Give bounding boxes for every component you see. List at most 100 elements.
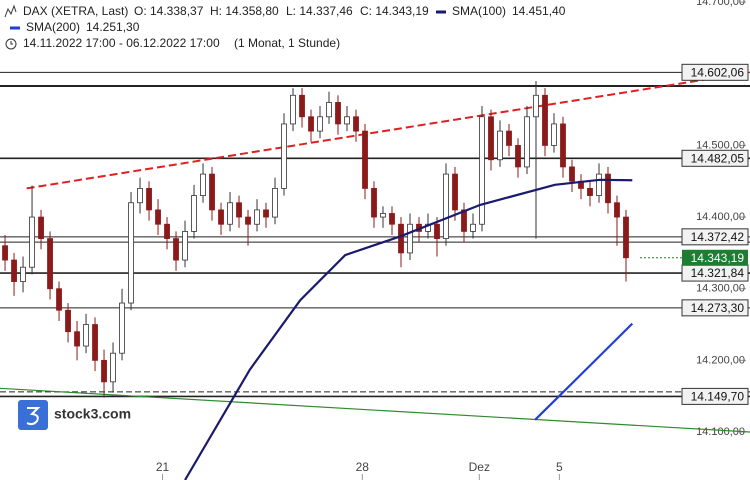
trendline	[0, 387, 750, 433]
last-price-box	[682, 249, 748, 266]
clock-hands	[10, 41, 13, 45]
candle-body	[434, 223, 440, 239]
high-text: H: 14.358,80	[210, 4, 279, 18]
candle-body	[110, 352, 116, 383]
y-tick-label: 14.700,00	[696, 0, 745, 8]
candle-body	[2, 245, 8, 261]
level-label: 14.372,42	[691, 230, 745, 244]
candle-body	[20, 266, 26, 282]
level-label-box	[681, 387, 749, 405]
candle-body	[56, 288, 62, 311]
candle-body	[11, 259, 17, 282]
candle-body	[245, 216, 251, 225]
candle-body	[119, 302, 125, 354]
candle-body	[389, 213, 395, 225]
candle-body	[146, 188, 152, 211]
last-price-label: 14.343,19	[691, 251, 745, 265]
level-label-box	[681, 63, 749, 81]
candle-body	[407, 223, 413, 254]
logo-text: stock3.com	[54, 406, 131, 422]
chart-icon	[4, 4, 17, 18]
candle-body	[452, 173, 458, 211]
candle-body	[461, 209, 467, 232]
candle-body	[101, 359, 107, 383]
candle-body	[137, 188, 143, 204]
y-tick-label: 14.300,00	[696, 283, 745, 295]
candle-body	[362, 130, 368, 189]
candle-body	[488, 116, 494, 161]
candle-body	[353, 116, 359, 132]
candle-body	[299, 94, 305, 118]
candle-body	[551, 123, 557, 146]
candle-body	[38, 216, 44, 239]
candle-body	[83, 324, 89, 347]
y-tick-label: 14.100,00	[696, 426, 745, 438]
interval: (1 Monat, 1 Stunde)	[234, 36, 340, 50]
candle-body	[200, 173, 206, 196]
period: 14.11.2022 17:00 - 06.12.2022 17:00	[23, 36, 220, 50]
legend-value: 14.451,40	[512, 4, 566, 18]
candle-body	[344, 116, 350, 125]
y-tick-label: 14.500,00	[696, 139, 745, 151]
x-tick-label: 28	[356, 460, 370, 474]
candle-body	[506, 130, 512, 146]
level-label: 14.482,05	[691, 151, 745, 165]
candle-body	[290, 94, 296, 125]
candle-body	[218, 209, 224, 225]
x-tick-label: Dez	[469, 460, 490, 474]
sma-line	[534, 322, 634, 421]
candle-body	[254, 209, 260, 225]
sma-line	[184, 178, 633, 480]
candle-body	[569, 166, 575, 182]
level-label-box	[681, 149, 749, 167]
candle-body	[92, 324, 98, 361]
candle-body	[272, 188, 278, 218]
candle-body	[164, 223, 170, 239]
trendline	[26, 71, 750, 190]
legend-value: 14.251,30	[86, 20, 140, 34]
y-tick-label: 14.400,00	[696, 211, 745, 223]
candle-body	[173, 238, 179, 261]
candle-body	[515, 145, 521, 168]
candle-body	[263, 209, 269, 218]
legend-label: SMA(100)	[452, 4, 506, 18]
candle-body	[191, 195, 197, 232]
candle-body	[155, 209, 161, 225]
low-text: L: 14.337,46	[286, 4, 353, 18]
candle-body	[524, 116, 530, 168]
candle-body	[227, 202, 233, 225]
candle-body	[542, 94, 548, 146]
candle-body	[371, 188, 377, 218]
clock-icon	[5, 38, 17, 50]
candle-body	[533, 94, 539, 118]
level-label-box	[681, 228, 749, 246]
candle-body	[47, 238, 53, 290]
x-tick-label: 21	[156, 460, 170, 474]
candle-body	[74, 331, 80, 347]
candle-body	[209, 173, 215, 211]
candle-body	[308, 116, 314, 132]
level-label: 14.321,84	[691, 266, 745, 280]
level-label: 14.149,70	[691, 390, 745, 404]
candle-body	[326, 102, 332, 118]
candle-body	[335, 102, 341, 125]
candle-body	[470, 223, 476, 232]
candle-body	[605, 173, 611, 204]
candle-body	[425, 223, 431, 232]
candle-body	[596, 173, 602, 196]
open-text: O: 14.338,37	[134, 4, 204, 18]
legend: SMA(100) 14.451,40 SMA(200) 14.251,30	[10, 4, 566, 34]
level-label: 14.602,06	[691, 65, 745, 79]
instrument: DAX (XETRA, Last)	[23, 4, 128, 18]
logo-mark	[26, 407, 41, 426]
candle-body	[479, 116, 485, 225]
candle-body	[317, 116, 323, 132]
candle-body	[623, 216, 629, 259]
candle-body	[443, 173, 449, 239]
candle-body	[29, 216, 35, 268]
candle-body	[380, 213, 386, 218]
candle-body	[587, 188, 593, 196]
candle-body	[182, 231, 188, 261]
